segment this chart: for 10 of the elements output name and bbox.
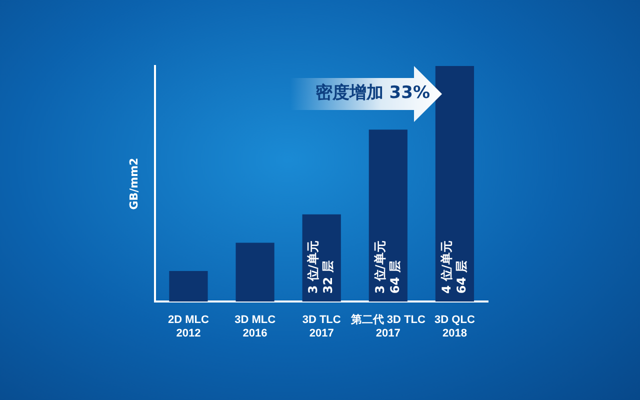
annotation: 3 位/单元 32 层 — [306, 240, 336, 294]
x-tick-label: 3D QLC 2018 — [434, 314, 475, 340]
x-tick-label: 3D TLC 2017 — [302, 314, 341, 340]
annotation: 4 位/单元 64 层 — [439, 240, 468, 294]
x-tick-label: 第二代 3D TLC 2017 — [350, 313, 426, 340]
annotation: 3 位/单元 64 层 — [372, 240, 402, 294]
annotation: 密度增加 33% — [314, 82, 430, 105]
y-axis-title: GB/mm2 — [127, 158, 140, 210]
x-tick-label: 3D MLC 2016 — [234, 314, 276, 340]
x-tick-label: 2D MLC 2012 — [168, 314, 210, 340]
